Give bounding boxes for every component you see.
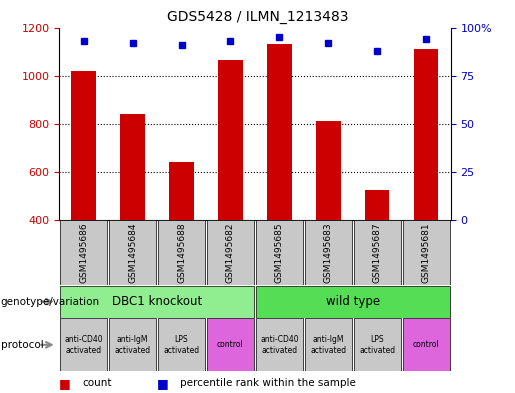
Bar bbox=[207, 220, 254, 285]
Bar bbox=[60, 286, 254, 318]
Bar bbox=[267, 44, 291, 220]
Text: GDS5428 / ILMN_1213483: GDS5428 / ILMN_1213483 bbox=[167, 10, 348, 24]
Bar bbox=[305, 318, 352, 371]
Text: GSM1495681: GSM1495681 bbox=[422, 222, 431, 283]
Bar bbox=[207, 318, 254, 371]
Text: GSM1495683: GSM1495683 bbox=[324, 222, 333, 283]
Bar bbox=[158, 318, 205, 371]
Bar bbox=[72, 71, 96, 220]
Text: DBC1 knockout: DBC1 knockout bbox=[112, 295, 202, 308]
Bar bbox=[256, 286, 450, 318]
Text: GSM1495685: GSM1495685 bbox=[275, 222, 284, 283]
Bar bbox=[354, 318, 401, 371]
Bar bbox=[414, 49, 438, 220]
Text: anti-CD40
activated: anti-CD40 activated bbox=[260, 335, 299, 354]
Bar bbox=[403, 318, 450, 371]
Text: LPS
activated: LPS activated bbox=[163, 335, 200, 354]
Bar bbox=[354, 220, 401, 285]
Text: LPS
activated: LPS activated bbox=[359, 335, 396, 354]
Text: GSM1495684: GSM1495684 bbox=[128, 222, 137, 283]
Text: percentile rank within the sample: percentile rank within the sample bbox=[180, 378, 356, 388]
Bar bbox=[109, 318, 156, 371]
Bar bbox=[60, 220, 107, 285]
Bar bbox=[121, 114, 145, 220]
Text: protocol: protocol bbox=[1, 340, 43, 350]
Text: GSM1495686: GSM1495686 bbox=[79, 222, 88, 283]
Bar bbox=[218, 60, 243, 220]
Text: ■: ■ bbox=[59, 376, 71, 390]
Text: GSM1495687: GSM1495687 bbox=[373, 222, 382, 283]
Bar bbox=[256, 318, 303, 371]
Text: control: control bbox=[217, 340, 244, 349]
Text: anti-IgM
activated: anti-IgM activated bbox=[310, 335, 347, 354]
Text: control: control bbox=[413, 340, 439, 349]
Text: GSM1495682: GSM1495682 bbox=[226, 222, 235, 283]
Text: anti-IgM
activated: anti-IgM activated bbox=[114, 335, 151, 354]
Bar bbox=[109, 220, 156, 285]
Bar bbox=[305, 220, 352, 285]
Bar bbox=[403, 220, 450, 285]
Text: genotype/variation: genotype/variation bbox=[1, 297, 99, 307]
Text: wild type: wild type bbox=[325, 295, 380, 308]
Text: count: count bbox=[82, 378, 112, 388]
Text: GSM1495688: GSM1495688 bbox=[177, 222, 186, 283]
Bar bbox=[60, 318, 107, 371]
Text: anti-CD40
activated: anti-CD40 activated bbox=[64, 335, 103, 354]
Text: ■: ■ bbox=[157, 376, 169, 390]
Bar bbox=[169, 162, 194, 220]
Bar bbox=[316, 121, 340, 220]
Bar bbox=[365, 190, 389, 220]
Bar bbox=[158, 220, 205, 285]
Bar bbox=[256, 220, 303, 285]
